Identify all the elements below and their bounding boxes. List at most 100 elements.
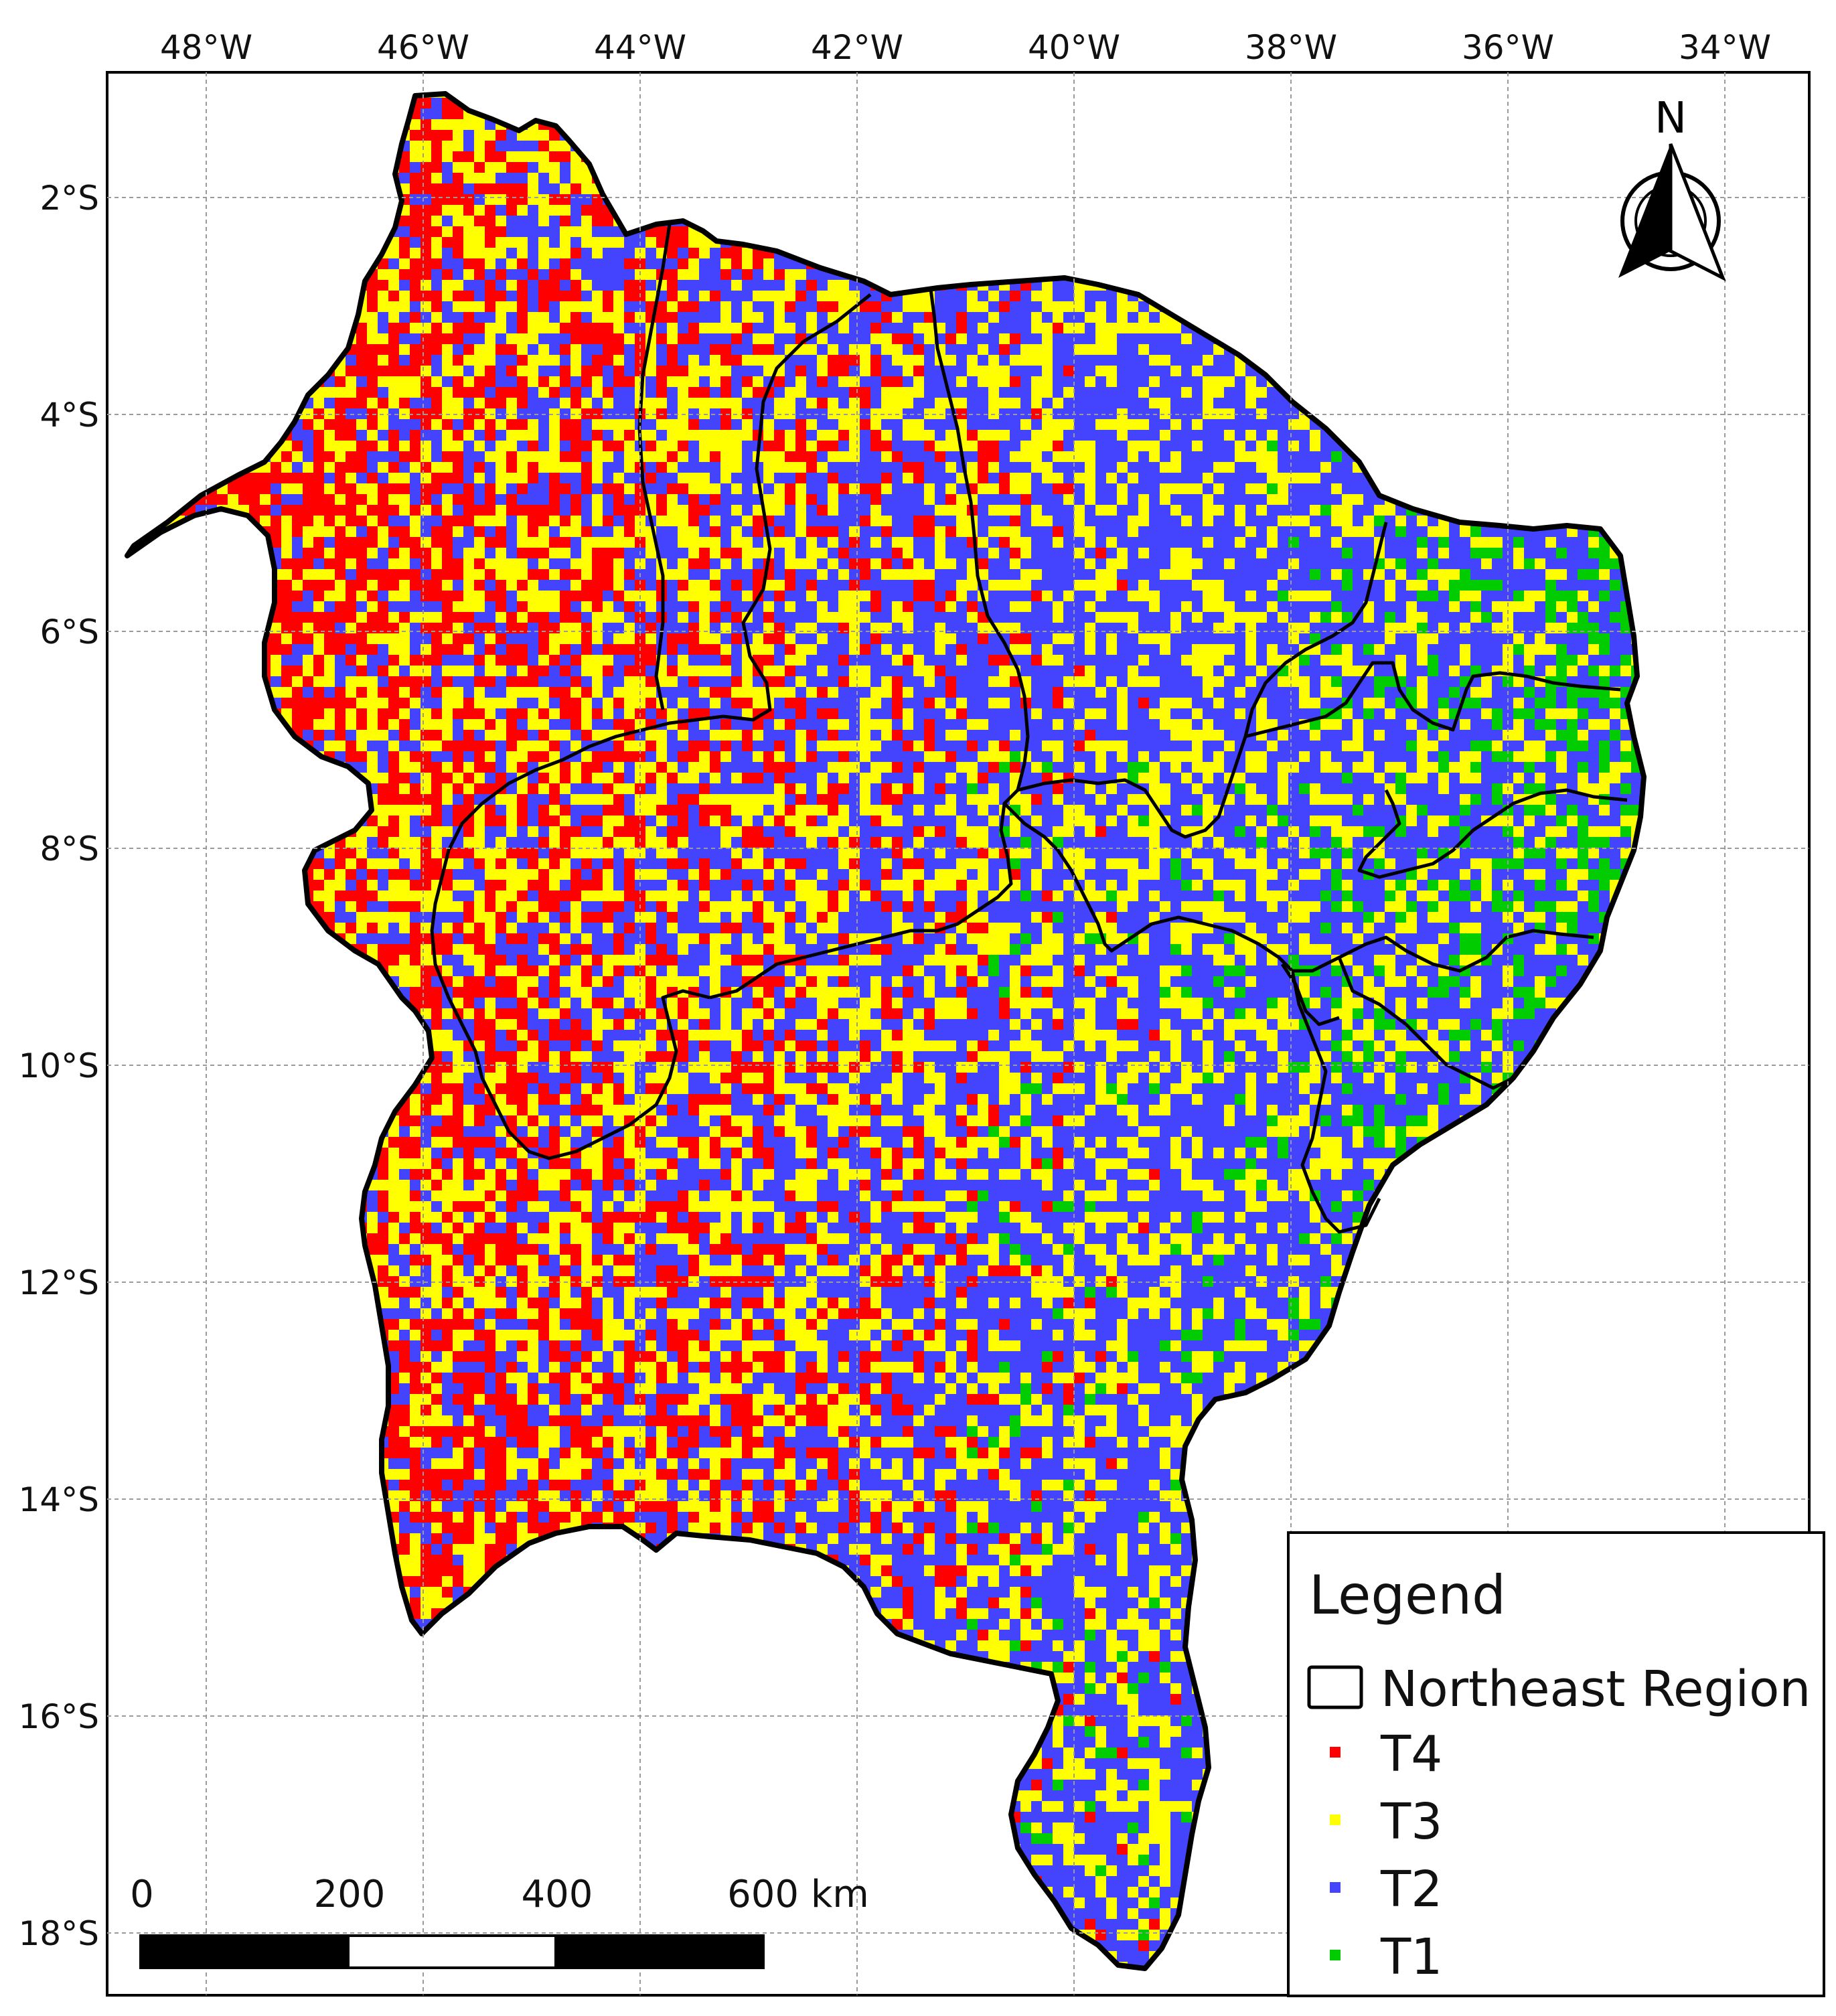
raster-cell bbox=[1256, 430, 1267, 441]
raster-cell bbox=[463, 130, 474, 141]
raster-cell bbox=[549, 183, 560, 194]
raster-cell bbox=[924, 323, 935, 333]
raster-cell bbox=[538, 237, 549, 248]
raster-cell bbox=[474, 173, 485, 183]
raster-cell bbox=[474, 441, 485, 451]
raster-cell bbox=[731, 248, 742, 258]
raster-cell bbox=[570, 216, 581, 226]
raster-cell bbox=[528, 344, 538, 355]
raster-cell bbox=[560, 216, 570, 226]
raster-cell bbox=[1288, 441, 1299, 451]
raster-cell bbox=[549, 205, 560, 216]
raster-cell bbox=[795, 312, 806, 323]
raster-cell bbox=[1138, 441, 1149, 451]
raster-cell bbox=[453, 205, 463, 216]
raster-cell bbox=[656, 312, 667, 323]
raster-cell bbox=[1095, 387, 1106, 398]
raster-cell bbox=[699, 366, 710, 376]
raster-cell bbox=[849, 355, 860, 366]
raster-cell bbox=[506, 237, 517, 248]
raster-cell bbox=[817, 333, 828, 344]
raster-cell bbox=[1020, 451, 1031, 462]
raster-cell bbox=[420, 194, 431, 205]
raster-cell bbox=[356, 441, 367, 451]
raster-cell bbox=[645, 387, 656, 398]
raster-cell bbox=[1106, 366, 1117, 376]
raster-cell bbox=[603, 430, 613, 441]
raster-cell bbox=[560, 205, 570, 216]
raster-cell bbox=[442, 130, 453, 141]
raster-cell bbox=[388, 312, 399, 323]
raster-cell bbox=[388, 430, 399, 441]
raster-cell bbox=[999, 366, 1010, 376]
raster-cell bbox=[1042, 366, 1053, 376]
raster-cell bbox=[1020, 344, 1031, 355]
raster-cell bbox=[431, 323, 442, 333]
raster-cell bbox=[624, 291, 635, 301]
raster-cell bbox=[978, 419, 988, 430]
raster-cell bbox=[785, 301, 795, 312]
raster-cell bbox=[603, 323, 613, 333]
raster-cell bbox=[978, 451, 988, 462]
raster-cell bbox=[817, 344, 828, 355]
raster-cell bbox=[420, 355, 431, 366]
raster-cell bbox=[528, 333, 538, 344]
raster-cell bbox=[924, 398, 935, 408]
raster-cell bbox=[346, 419, 356, 430]
raster-cell bbox=[570, 173, 581, 183]
raster-cell bbox=[613, 376, 624, 387]
raster-cell bbox=[806, 301, 817, 312]
raster-cell bbox=[795, 376, 806, 387]
raster-cell bbox=[367, 291, 378, 301]
raster-cell bbox=[399, 333, 410, 344]
raster-cell bbox=[785, 312, 795, 323]
raster-cell bbox=[1085, 312, 1095, 323]
raster-cell bbox=[442, 248, 453, 258]
raster-cell bbox=[420, 398, 431, 408]
raster-cell bbox=[720, 387, 731, 398]
raster-cell bbox=[538, 248, 549, 258]
raster-cell bbox=[870, 366, 881, 376]
raster-cell bbox=[506, 130, 517, 141]
raster-cell bbox=[624, 366, 635, 376]
raster-cell bbox=[506, 398, 517, 408]
raster-cell bbox=[592, 323, 603, 333]
raster-cell bbox=[742, 258, 753, 269]
raster-cell bbox=[624, 398, 635, 408]
raster-cell bbox=[453, 419, 463, 430]
raster-cell bbox=[474, 258, 485, 269]
raster-cell bbox=[485, 451, 495, 462]
raster-cell bbox=[924, 344, 935, 355]
raster-cell bbox=[474, 248, 485, 258]
raster-cell bbox=[367, 441, 378, 451]
raster-cell bbox=[688, 269, 699, 280]
raster-cell bbox=[699, 451, 710, 462]
raster-cell bbox=[667, 269, 678, 280]
raster-cell bbox=[549, 355, 560, 366]
raster-cell bbox=[495, 216, 506, 226]
raster-cell bbox=[731, 291, 742, 301]
raster-cell bbox=[624, 355, 635, 366]
raster-cell bbox=[538, 355, 549, 366]
raster-cell bbox=[988, 344, 999, 355]
raster-cell bbox=[506, 387, 517, 398]
raster-cell bbox=[453, 151, 463, 162]
raster-cell bbox=[1213, 366, 1224, 376]
raster-cell bbox=[570, 333, 581, 344]
raster-cell bbox=[1320, 441, 1331, 451]
raster-cell bbox=[528, 387, 538, 398]
raster-cell bbox=[1128, 376, 1138, 387]
raster-cell bbox=[903, 323, 913, 333]
raster-cell bbox=[528, 376, 538, 387]
raster-cell bbox=[453, 141, 463, 151]
raster-cell bbox=[506, 366, 517, 376]
raster-cell bbox=[485, 301, 495, 312]
raster-cell bbox=[956, 366, 967, 376]
raster-cell bbox=[517, 398, 528, 408]
raster-cell bbox=[1031, 366, 1042, 376]
raster-cell bbox=[581, 280, 592, 291]
raster-cell bbox=[720, 248, 731, 258]
raster-cell bbox=[1192, 344, 1203, 355]
raster-cell bbox=[828, 419, 838, 430]
